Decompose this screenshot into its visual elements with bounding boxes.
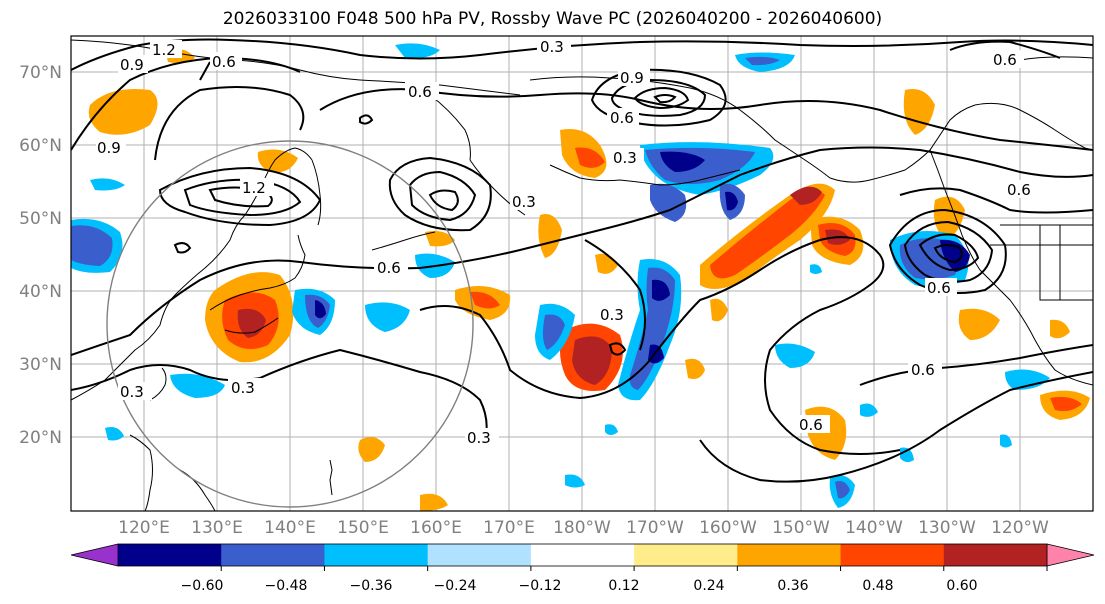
contour-label: 0.3 (120, 383, 144, 401)
lat-label: 50°N (19, 209, 62, 229)
contour-label: 0.3 (613, 149, 637, 167)
colorbar-segment (427, 544, 532, 566)
contour-label: 1.2 (242, 179, 266, 197)
contour-labels: 0.3 0.6 0.9 1.2 0.3 0.6 0.9 0.6 0.3 0.6 … (96, 37, 1038, 447)
colorbar-tick-label: 0.48 (862, 578, 893, 594)
contour-label: 0.6 (377, 259, 401, 277)
colorbar-tick-label: 0.36 (777, 578, 808, 594)
lon-label: 180°W (553, 518, 611, 538)
contour-label: 0.3 (231, 379, 255, 397)
lon-label: 160°E (410, 518, 462, 538)
contour-label: 0.6 (212, 53, 236, 71)
contour-label: 0.9 (97, 139, 121, 157)
contour-label: 0.6 (927, 279, 951, 297)
pv-contours (71, 38, 1093, 483)
contour-label: 0.6 (993, 51, 1017, 69)
colorbar-segment (118, 544, 222, 566)
lat-label: 20°N (19, 428, 62, 448)
contour-label: 0.6 (1007, 181, 1031, 199)
map-frame (70, 35, 1094, 512)
contour-label: 0.3 (512, 193, 536, 211)
colorbar-tick-label: −0.12 (519, 578, 562, 594)
colorbar-segment (530, 544, 635, 566)
contour-label: 0.3 (600, 306, 624, 324)
colorbar-extend-high (1047, 544, 1094, 566)
colorbar-tick-label: −0.60 (181, 578, 224, 594)
colorbar-tick-label: 0.24 (693, 578, 724, 594)
colorbar-tick-label: 0.60 (946, 578, 977, 594)
lat-label: 60°N (19, 136, 62, 156)
contour-label: 0.9 (620, 69, 644, 87)
colorbar-segment (221, 544, 325, 566)
contour-label: 0.9 (120, 56, 144, 74)
lon-label: 150°W (772, 518, 830, 538)
lat-label: 70°N (19, 63, 62, 83)
colorbar-segment (737, 544, 842, 566)
lon-label: 120°W (991, 518, 1049, 538)
contour-label: 0.6 (911, 361, 935, 379)
lon-label: 140°W (845, 518, 903, 538)
lon-label: 120°E (118, 518, 170, 538)
radius-ring (106, 140, 474, 508)
colorbar-tick-label: −0.36 (350, 578, 393, 594)
colorbar-extend-low (71, 544, 118, 566)
lat-label: 30°N (19, 355, 62, 375)
contour-label: 0.6 (799, 416, 823, 434)
colorbar-tick-label: −0.48 (265, 578, 308, 594)
colorbar: −0.60 −0.48 −0.36 −0.24 −0.12 0.12 0.24 … (70, 543, 1095, 594)
colorbar-segment (324, 544, 429, 566)
map-title: 2026033100 F048 500 hPa PV, Rossby Wave … (222, 9, 883, 29)
colorbar-segment (840, 544, 945, 566)
contour-label: 0.3 (540, 38, 564, 56)
colorbar-tick-label: 0.12 (608, 578, 639, 594)
contour-label: 0.6 (610, 109, 634, 127)
latitude-labels: 70°N 60°N 50°N 40°N 30°N 20°N (19, 63, 62, 448)
contour-label: 0.3 (467, 429, 491, 447)
lon-label: 130°W (918, 518, 976, 538)
lon-label: 140°E (264, 518, 316, 538)
lon-label: 170°W (626, 518, 684, 538)
colorbar-segment (634, 544, 738, 566)
map-content: 0.3 0.6 0.9 1.2 0.3 0.6 0.9 0.6 0.3 0.6 … (71, 36, 1093, 511)
longitude-labels: 120°E 130°E 140°E 150°E 160°E 170°E 180°… (118, 518, 1049, 538)
lon-label: 150°E (337, 518, 389, 538)
positive-pv-anomalies (88, 48, 1090, 511)
lat-label: 40°N (19, 282, 62, 302)
contour-label: 1.2 (152, 41, 176, 59)
lon-label: 160°W (699, 518, 757, 538)
contour-label: 0.6 (408, 83, 432, 101)
colorbar-segment (943, 544, 1048, 566)
lon-label: 170°E (483, 518, 535, 538)
colorbar-tick-label: −0.24 (434, 578, 477, 594)
lon-label: 130°E (191, 518, 243, 538)
